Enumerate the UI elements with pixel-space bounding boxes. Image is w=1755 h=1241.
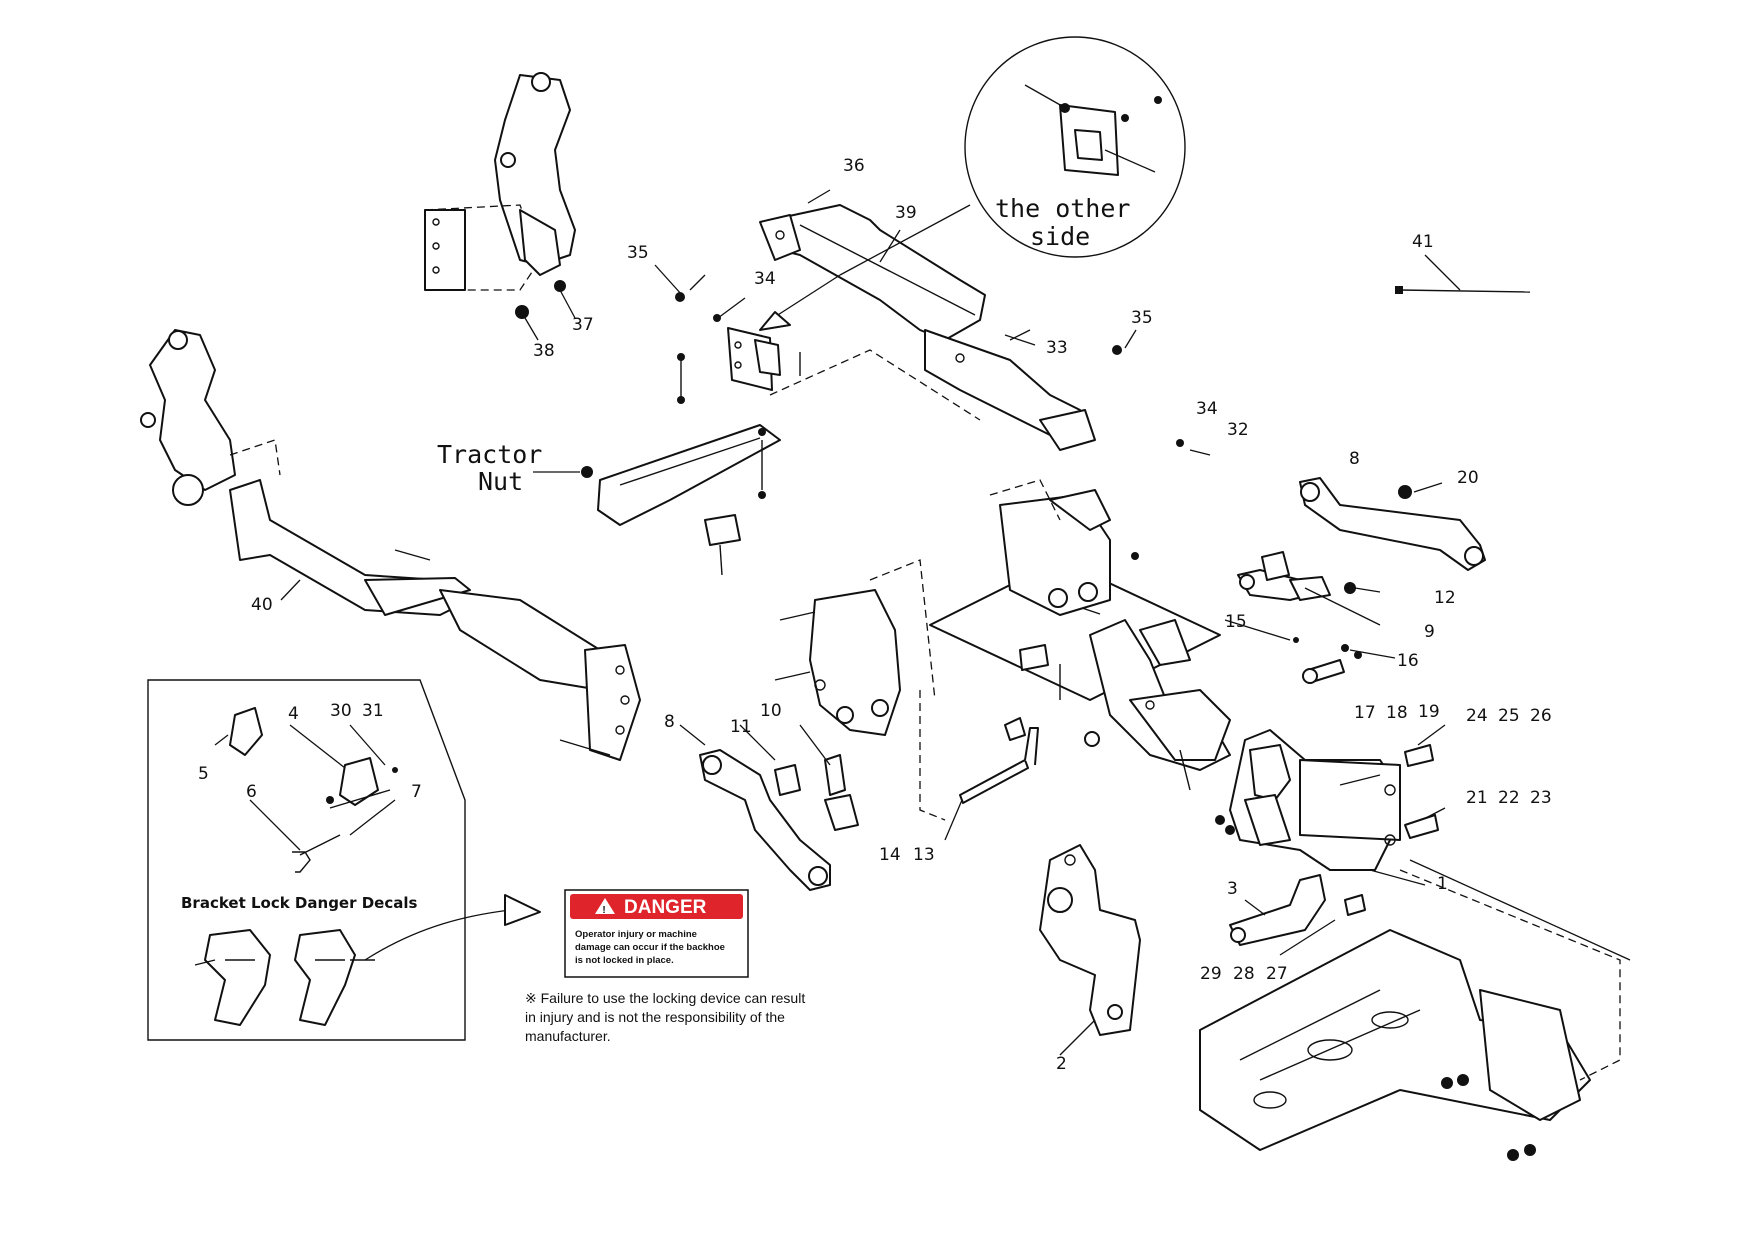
callout-number: 40 (251, 595, 273, 615)
callout-number: 21 (1466, 788, 1488, 808)
small-link-assembly (1224, 551, 1396, 684)
safety-note: ※ Failure to use the locking device can … (525, 990, 805, 1044)
tractor-nut-label-2: Nut (478, 467, 523, 496)
lock-pin (919, 690, 1039, 841)
tractor-nut-label-1: Tractor (437, 440, 542, 469)
callout-number: 38 (533, 341, 555, 361)
callout-number: 31 (362, 701, 384, 721)
callout-number: 35 (1131, 308, 1153, 328)
callout-number: 7 (411, 782, 422, 802)
lower-center-bracket (1084, 619, 1231, 791)
bracket-lock-inset (147, 679, 541, 1041)
other-side-inset (759, 36, 1186, 331)
note-line-3: manufacturer. (525, 1028, 611, 1044)
center-latch-bracket (774, 559, 936, 736)
other-side-label-2: side (1030, 222, 1090, 251)
callout-number: 12 (1434, 588, 1456, 608)
callout-number: 20 (1457, 468, 1479, 488)
svg-text:!: ! (602, 905, 605, 916)
support-arm (1229, 874, 1366, 956)
callout-number: 1 (1437, 874, 1448, 894)
danger-line-3: is not locked in place. (575, 955, 674, 966)
link-arm-upper (1299, 477, 1486, 571)
callout-number: 19 (1418, 702, 1440, 722)
danger-decal: ! DANGER Operator injury or machine dama… (564, 889, 749, 978)
callout-number: 15 (1225, 612, 1247, 632)
note-line-2: in injury and is not the responsibility … (525, 1009, 785, 1025)
callout-number: 8 (664, 712, 675, 732)
callout-number: 5 (198, 764, 209, 784)
callout-number: 4 (288, 704, 299, 724)
center-mount-plate (929, 479, 1221, 701)
callout-number: 27 (1266, 964, 1288, 984)
crossbar-hardware (675, 189, 1211, 456)
tractor-frame (1199, 859, 1631, 1161)
callout-number: 6 (246, 782, 257, 802)
callout-number: 37 (572, 315, 594, 335)
callout-number: 30 (330, 701, 352, 721)
tractor-nut-assembly (533, 349, 981, 576)
center-lock-bracket (689, 274, 801, 391)
lower-crossbar (140, 329, 641, 761)
note-line-1: ※ Failure to use the locking device can … (525, 990, 805, 1006)
callout-number: 39 (895, 203, 917, 223)
callout-number: 36 (843, 156, 865, 176)
other-side-label-1: the other (995, 194, 1130, 223)
callout-number: 22 (1498, 788, 1520, 808)
callout-number: 32 (1227, 420, 1249, 440)
danger-line-2: damage can occur if the backhoe (575, 942, 725, 953)
callout-number: 34 (754, 269, 776, 289)
bracket-lock-decals-label: Bracket Lock Danger Decals (181, 894, 417, 912)
side-plate (1039, 844, 1141, 1056)
callout-numbers: 1 2 3 4 5 6 7 8 8 9 10 11 12 13 14 15 16… (198, 156, 1552, 1074)
danger-line-1: Operator injury or machine (575, 929, 697, 940)
callout-number: 17 (1354, 703, 1376, 723)
callout-number: 25 (1498, 706, 1520, 726)
callout-number: 11 (730, 717, 752, 737)
callout-number: 8 (1349, 449, 1360, 469)
callout-number: 33 (1046, 338, 1068, 358)
tie-strap (1395, 254, 1531, 294)
callout-number: 14 (879, 845, 901, 865)
callout-number: 34 (1196, 399, 1218, 419)
warning-triangle-icon (595, 898, 615, 914)
callout-number: 29 (1200, 964, 1222, 984)
callout-number: 26 (1530, 706, 1552, 726)
callout-number: 23 (1530, 788, 1552, 808)
link-arm-lower (679, 724, 859, 891)
danger-heading: DANGER (624, 897, 707, 918)
callout-number: 16 (1397, 651, 1419, 671)
callout-number: 18 (1386, 703, 1408, 723)
callout-number: 35 (627, 243, 649, 263)
callout-number: 2 (1056, 1054, 1067, 1074)
callout-number: 28 (1233, 964, 1255, 984)
upper-crossbar (759, 204, 1096, 451)
callout-leaders (280, 229, 1137, 601)
bracket-main (1215, 724, 1446, 886)
callout-number: 41 (1412, 232, 1434, 252)
callout-number: 10 (760, 701, 782, 721)
upper-left-mount-bracket (424, 72, 576, 341)
callout-number: 3 (1227, 879, 1238, 899)
callout-number: 9 (1424, 622, 1435, 642)
callout-number: 13 (913, 845, 935, 865)
callout-number: 24 (1466, 706, 1488, 726)
